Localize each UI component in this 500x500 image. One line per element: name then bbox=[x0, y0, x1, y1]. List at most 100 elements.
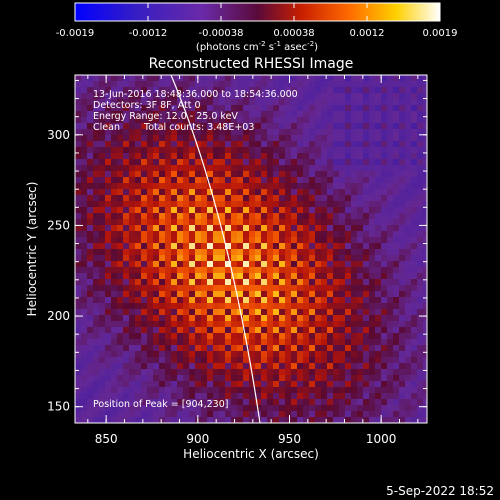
heatmap-cell bbox=[147, 165, 154, 172]
heatmap-cell bbox=[417, 243, 424, 250]
heatmap-cell bbox=[237, 273, 244, 280]
heatmap-cell bbox=[381, 291, 388, 298]
heatmap-cell bbox=[339, 117, 346, 124]
heatmap-cell bbox=[195, 393, 202, 400]
heatmap-cell bbox=[153, 399, 160, 406]
heatmap-cell bbox=[219, 219, 226, 226]
heatmap-cell bbox=[363, 387, 370, 394]
heatmap-cell bbox=[309, 219, 316, 226]
heatmap-cell bbox=[417, 147, 424, 154]
heatmap-cell bbox=[351, 339, 358, 346]
heatmap-cell bbox=[201, 363, 208, 370]
heatmap-cell bbox=[165, 135, 172, 142]
heatmap-cell bbox=[315, 297, 322, 304]
heatmap-cell bbox=[111, 123, 118, 130]
heatmap-cell bbox=[405, 381, 412, 388]
heatmap-cell bbox=[165, 213, 172, 220]
heatmap-cell bbox=[153, 123, 160, 130]
heatmap-cell bbox=[285, 129, 292, 136]
heatmap-cell bbox=[321, 213, 328, 220]
heatmap-cell bbox=[285, 201, 292, 208]
heatmap-cell bbox=[81, 237, 88, 244]
heatmap-cell bbox=[219, 345, 226, 352]
heatmap-cell bbox=[99, 279, 106, 286]
heatmap-cell bbox=[213, 123, 220, 130]
heatmap-cell bbox=[87, 153, 94, 160]
heatmap-cell bbox=[255, 153, 262, 160]
heatmap-cell bbox=[393, 117, 400, 124]
heatmap-cell bbox=[405, 117, 412, 124]
heatmap-cell bbox=[345, 375, 352, 382]
heatmap-cell bbox=[129, 279, 136, 286]
heatmap-cell bbox=[375, 105, 382, 112]
heatmap-cell bbox=[285, 231, 292, 238]
heatmap-cell bbox=[81, 153, 88, 160]
heatmap-cell bbox=[243, 201, 250, 208]
heatmap-cell bbox=[99, 105, 106, 112]
heatmap-cell bbox=[129, 165, 136, 172]
heatmap-cell bbox=[153, 417, 160, 423]
heatmap-cell bbox=[339, 309, 346, 316]
heatmap-cell bbox=[99, 147, 106, 154]
heatmap-cell bbox=[261, 219, 268, 226]
heatmap-cell bbox=[75, 393, 82, 400]
heatmap-cell bbox=[411, 285, 418, 292]
heatmap-cell bbox=[279, 165, 286, 172]
heatmap-cell bbox=[357, 99, 364, 106]
heatmap-cell bbox=[273, 411, 280, 418]
heatmap-cell bbox=[93, 381, 100, 388]
heatmap-cell bbox=[267, 303, 274, 310]
heatmap-cell bbox=[219, 75, 226, 82]
heatmap-cell bbox=[249, 405, 256, 412]
heatmap-cell bbox=[159, 219, 166, 226]
heatmap-cell bbox=[297, 363, 304, 370]
heatmap-cell bbox=[99, 165, 106, 172]
heatmap-cell bbox=[93, 357, 100, 364]
heatmap-cell bbox=[195, 141, 202, 148]
heatmap-cell bbox=[183, 87, 190, 94]
heatmap-cell bbox=[81, 321, 88, 328]
heatmap-cell bbox=[411, 93, 418, 100]
heatmap-cell bbox=[297, 153, 304, 160]
heatmap-cell bbox=[171, 261, 178, 268]
heatmap-cell bbox=[363, 315, 370, 322]
heatmap-cell bbox=[147, 405, 154, 412]
heatmap-cell bbox=[135, 375, 142, 382]
heatmap-cell bbox=[183, 243, 190, 250]
heatmap-cell bbox=[315, 327, 322, 334]
heatmap-cell bbox=[123, 225, 130, 232]
heatmap-cell bbox=[339, 393, 346, 400]
heatmap-cell bbox=[213, 135, 220, 142]
heatmap-cell bbox=[423, 225, 427, 232]
heatmap-cell bbox=[387, 375, 394, 382]
heatmap-cell bbox=[75, 333, 82, 340]
heatmap-cell bbox=[291, 165, 298, 172]
heatmap-cell bbox=[351, 219, 358, 226]
heatmap-cell bbox=[267, 141, 274, 148]
heatmap-cell bbox=[303, 255, 310, 262]
heatmap-cell bbox=[363, 219, 370, 226]
heatmap-cell bbox=[375, 363, 382, 370]
heatmap-cell bbox=[399, 411, 406, 418]
heatmap-cell bbox=[153, 279, 160, 286]
heatmap-cell bbox=[135, 285, 142, 292]
heatmap-cell bbox=[255, 381, 262, 388]
heatmap-cell bbox=[273, 357, 280, 364]
heatmap-cell bbox=[321, 201, 328, 208]
heatmap-cell bbox=[243, 303, 250, 310]
heatmap-cell bbox=[363, 297, 370, 304]
heatmap-cell bbox=[393, 177, 400, 184]
heatmap-cell bbox=[207, 363, 214, 370]
heatmap-cell bbox=[267, 369, 274, 376]
heatmap-cell bbox=[153, 249, 160, 256]
heatmap-cell bbox=[165, 369, 172, 376]
heatmap-cell bbox=[357, 117, 364, 124]
heatmap-cell bbox=[87, 189, 94, 196]
heatmap-cell bbox=[219, 393, 226, 400]
heatmap-cell bbox=[363, 363, 370, 370]
heatmap-cell bbox=[171, 333, 178, 340]
heatmap-cell bbox=[201, 87, 208, 94]
heatmap-cell bbox=[249, 231, 256, 238]
heatmap-cell bbox=[417, 99, 424, 106]
heatmap-cell bbox=[321, 225, 328, 232]
